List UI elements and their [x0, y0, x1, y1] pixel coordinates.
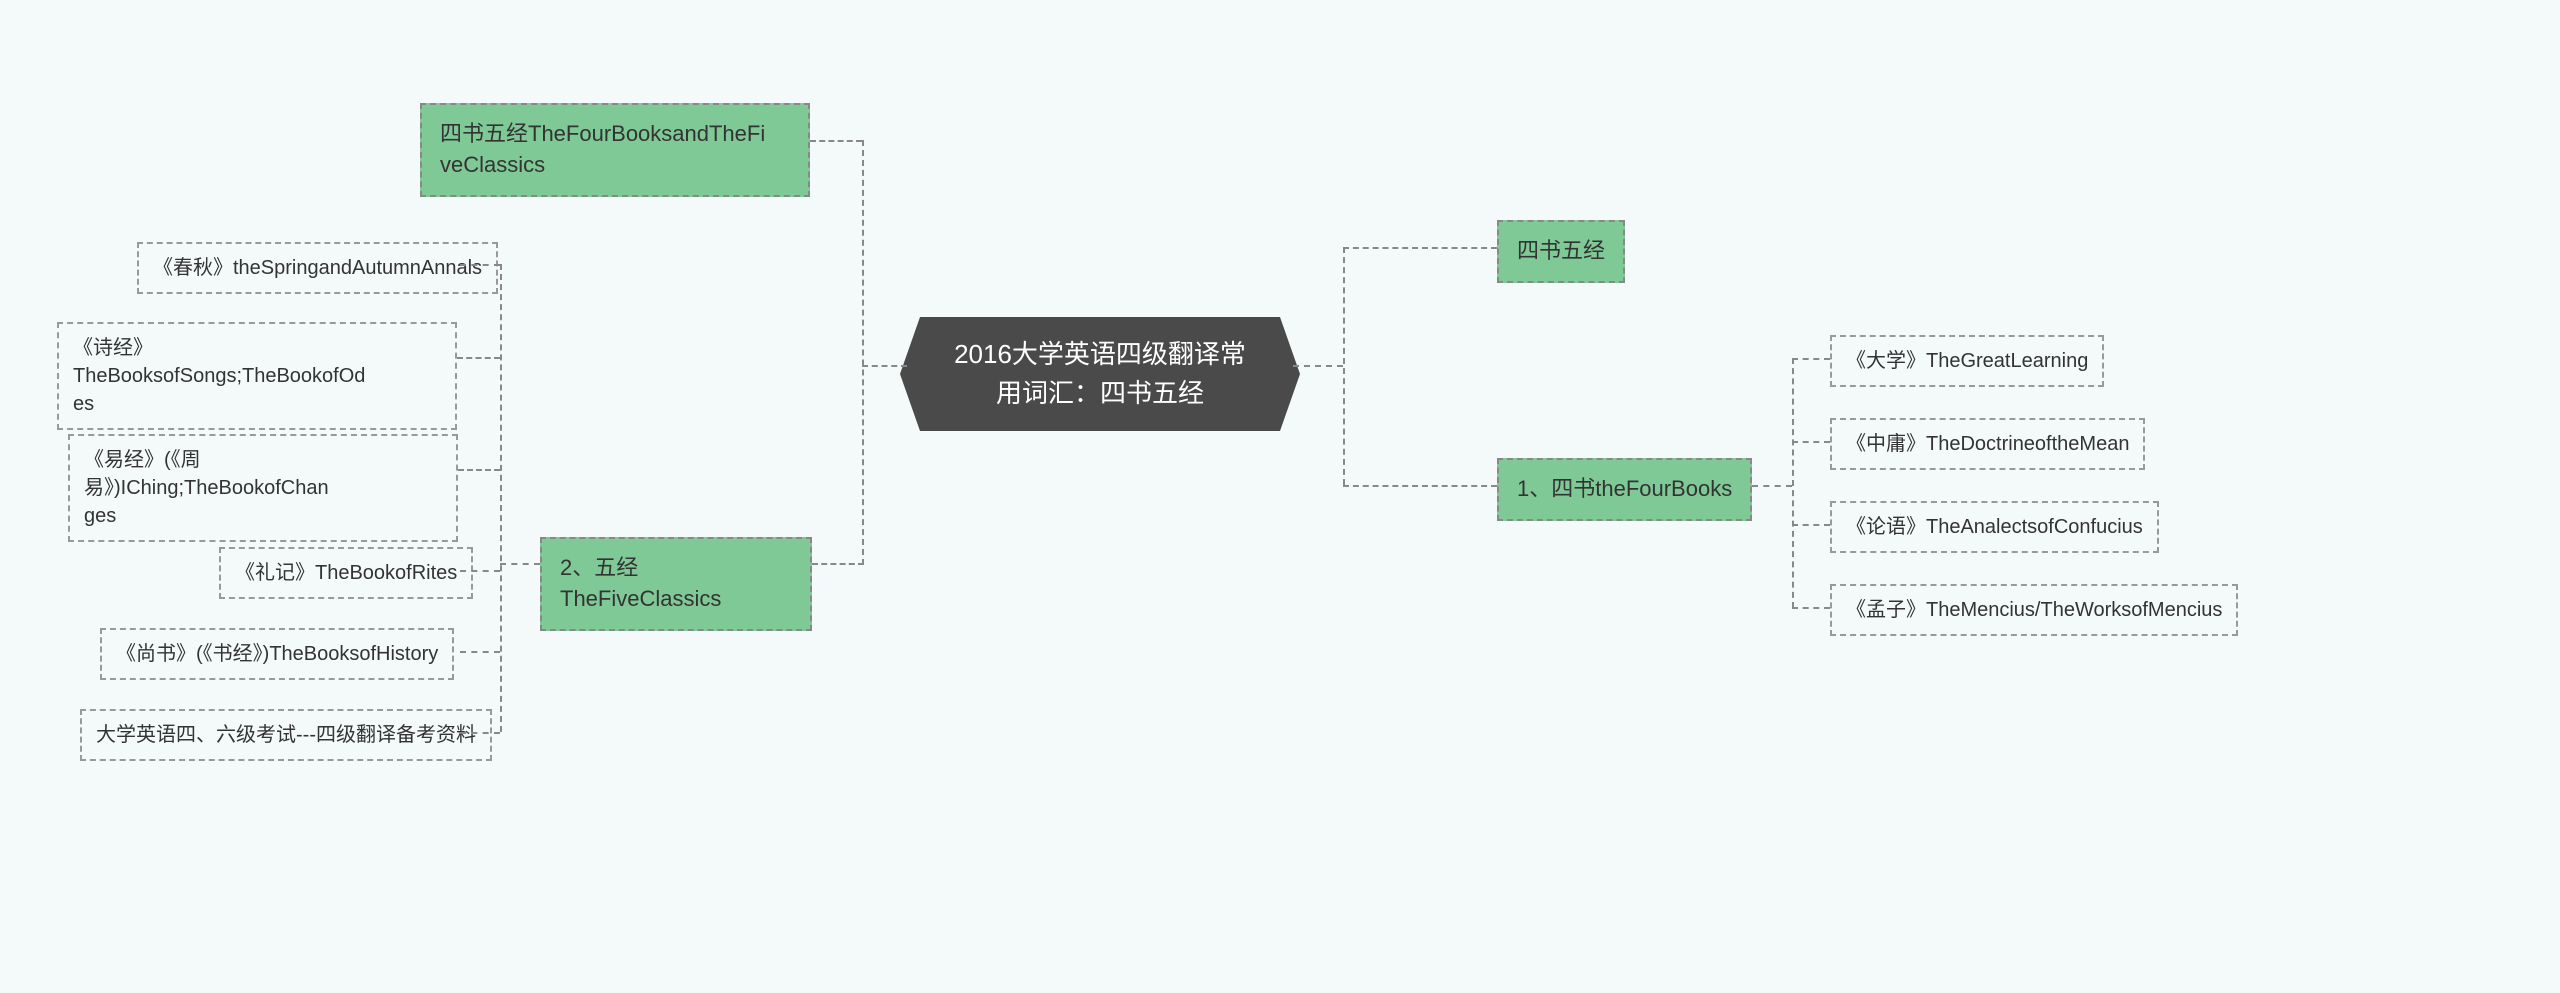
conn-ll2	[458, 469, 500, 471]
right-leaf-0-text: 《大学》TheGreatLearning	[1846, 350, 2088, 372]
conn-left-to-b1	[810, 140, 862, 142]
left-leaf-3-text: 《礼记》TheBookofRites	[235, 562, 457, 584]
conn-right-to-b1	[1343, 247, 1497, 249]
left-branch-1: 四书五经TheFourBooksandTheFi veClassics	[420, 103, 810, 197]
right-leaf-2: 《论语》TheAnalectsofConfucius	[1830, 501, 2159, 553]
right-branch-2: 1、四书theFourBooks	[1497, 458, 1752, 521]
right-leaf-0: 《大学》TheGreatLearning	[1830, 335, 2104, 387]
conn-ll4	[460, 651, 500, 653]
left-leaf-5: 大学英语四、六级考试---四级翻译备考资料	[80, 709, 492, 761]
right-leaf-1-text: 《中庸》TheDoctrineoftheMean	[1846, 433, 2129, 455]
conn-center-right	[1293, 365, 1343, 367]
left-leaf-1: 《诗经》TheBooksofSongs;TheBookofOd es	[57, 322, 457, 430]
right-branch-2-label: 1、四书theFourBooks	[1517, 476, 1732, 501]
left-leaf-5-text: 大学英语四、六级考试---四级翻译备考资料	[96, 724, 476, 746]
conn-left-to-b2	[812, 563, 864, 565]
right-leaf-2-text: 《论语》TheAnalectsofConfucius	[1846, 516, 2143, 538]
left-leaf-3: 《礼记》TheBookofRites	[219, 547, 473, 599]
conn-ll0	[460, 264, 500, 266]
right-branch-1-label: 四书五经	[1517, 238, 1605, 263]
conn-lb2-stub	[500, 563, 540, 565]
right-branch-1: 四书五经	[1497, 220, 1625, 283]
conn-rl2	[1792, 524, 1830, 526]
conn-right-to-b2	[1343, 485, 1497, 487]
left-leaf-2: 《易经》(《周易》)IChing;TheBookofChan ges	[68, 434, 458, 542]
conn-right-trunk-v	[1343, 247, 1345, 485]
right-leaf-3: 《孟子》TheMencius/TheWorksofMencius	[1830, 584, 2238, 636]
conn-left-trunk-v	[862, 140, 864, 565]
left-leaf-4-text: 《尚书》(《书经》)TheBooksofHistory	[116, 643, 438, 665]
center-title-line1: 2016大学英语四级翻译常	[954, 339, 1246, 369]
right-leaf-1: 《中庸》TheDoctrineoftheMean	[1830, 418, 2145, 470]
center-node: 2016大学英语四级翻译常 用词汇：四书五经	[900, 317, 1300, 431]
left-branch-2: 2、五经TheFiveClassics	[540, 537, 812, 631]
conn-ll1	[457, 357, 500, 359]
left-leaf-4: 《尚书》(《书经》)TheBooksofHistory	[100, 628, 454, 680]
left-branch-1-label: 四书五经TheFourBooksandTheFi veClassics	[440, 121, 765, 177]
right-leaf-3-text: 《孟子》TheMencius/TheWorksofMencius	[1846, 599, 2222, 621]
conn-rb2-v	[1792, 358, 1794, 608]
center-title-line2: 用词汇：四书五经	[996, 378, 1204, 408]
left-leaf-0-text: 《春秋》theSpringandAutumnAnnals	[153, 257, 482, 279]
conn-rl1	[1792, 441, 1830, 443]
left-leaf-1-text: 《诗经》TheBooksofSongs;TheBookofOd es	[73, 337, 365, 415]
left-leaf-0: 《春秋》theSpringandAutumnAnnals	[137, 242, 498, 294]
conn-ll5	[460, 732, 500, 734]
conn-rl0	[1792, 358, 1830, 360]
conn-rb2-stub	[1752, 485, 1792, 487]
left-branch-2-label: 2、五经TheFiveClassics	[560, 555, 721, 611]
conn-center-left	[862, 365, 907, 367]
conn-ll3	[460, 570, 500, 572]
left-leaf-2-text: 《易经》(《周易》)IChing;TheBookofChan ges	[84, 449, 329, 527]
conn-rl3	[1792, 607, 1830, 609]
conn-lb2-v	[500, 264, 502, 732]
